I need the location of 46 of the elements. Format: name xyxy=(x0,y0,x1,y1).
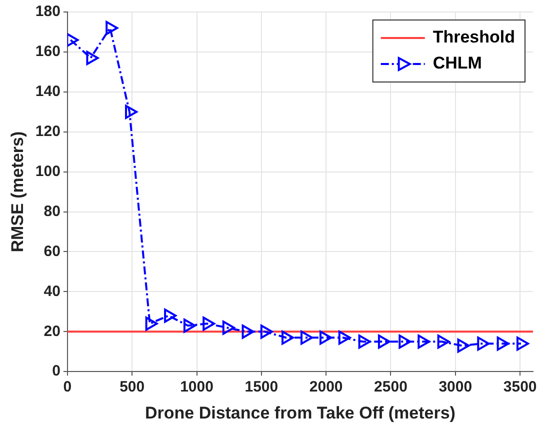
point xyxy=(418,334,430,349)
y-tick-label: 100 xyxy=(35,162,60,180)
x-tick-label: 2500 xyxy=(374,378,408,396)
point xyxy=(338,330,351,345)
point xyxy=(437,334,450,349)
point xyxy=(457,338,470,353)
y-tick-label: 80 xyxy=(44,202,60,220)
point xyxy=(260,324,273,339)
y-tick-label: 40 xyxy=(44,282,60,300)
x-axis-title: Drone Distance from Take Off (meters) xyxy=(144,403,456,422)
point xyxy=(164,308,177,323)
x-tick-label: 3000 xyxy=(438,378,472,396)
x-tick-label: 2000 xyxy=(309,378,343,396)
point xyxy=(86,50,99,66)
point xyxy=(516,336,529,351)
y-tick-label: 20 xyxy=(44,322,60,340)
point xyxy=(106,20,118,36)
point xyxy=(202,316,216,331)
point xyxy=(300,330,313,345)
x-tick-label: 500 xyxy=(120,378,145,396)
y-tick-label: 60 xyxy=(44,242,60,260)
point xyxy=(183,318,196,333)
y-tick-label: 140 xyxy=(35,83,60,100)
x-tick-label: 1000 xyxy=(180,378,214,396)
point xyxy=(358,334,371,349)
point xyxy=(222,320,235,335)
point xyxy=(398,334,412,349)
point xyxy=(67,32,79,48)
point xyxy=(145,316,158,331)
x-tick-label: 3500 xyxy=(503,378,537,396)
point xyxy=(320,330,332,345)
point xyxy=(125,104,138,119)
y-tick-label: 180 xyxy=(35,3,60,20)
point xyxy=(378,334,390,349)
point xyxy=(242,324,254,339)
x-tick-label: 0 xyxy=(63,378,72,396)
point xyxy=(496,336,510,351)
point xyxy=(477,336,490,351)
point xyxy=(281,330,294,345)
y-axis-title: RMSE (meters) xyxy=(8,131,27,252)
legend-label: Threshold xyxy=(432,28,515,47)
y-tick-label: 120 xyxy=(35,123,60,140)
y-tick-label: 0 xyxy=(52,362,60,380)
x-tick-label: 1500 xyxy=(244,378,278,396)
legend-label: CHLM xyxy=(432,54,482,73)
y-tick-label: 160 xyxy=(35,43,60,60)
